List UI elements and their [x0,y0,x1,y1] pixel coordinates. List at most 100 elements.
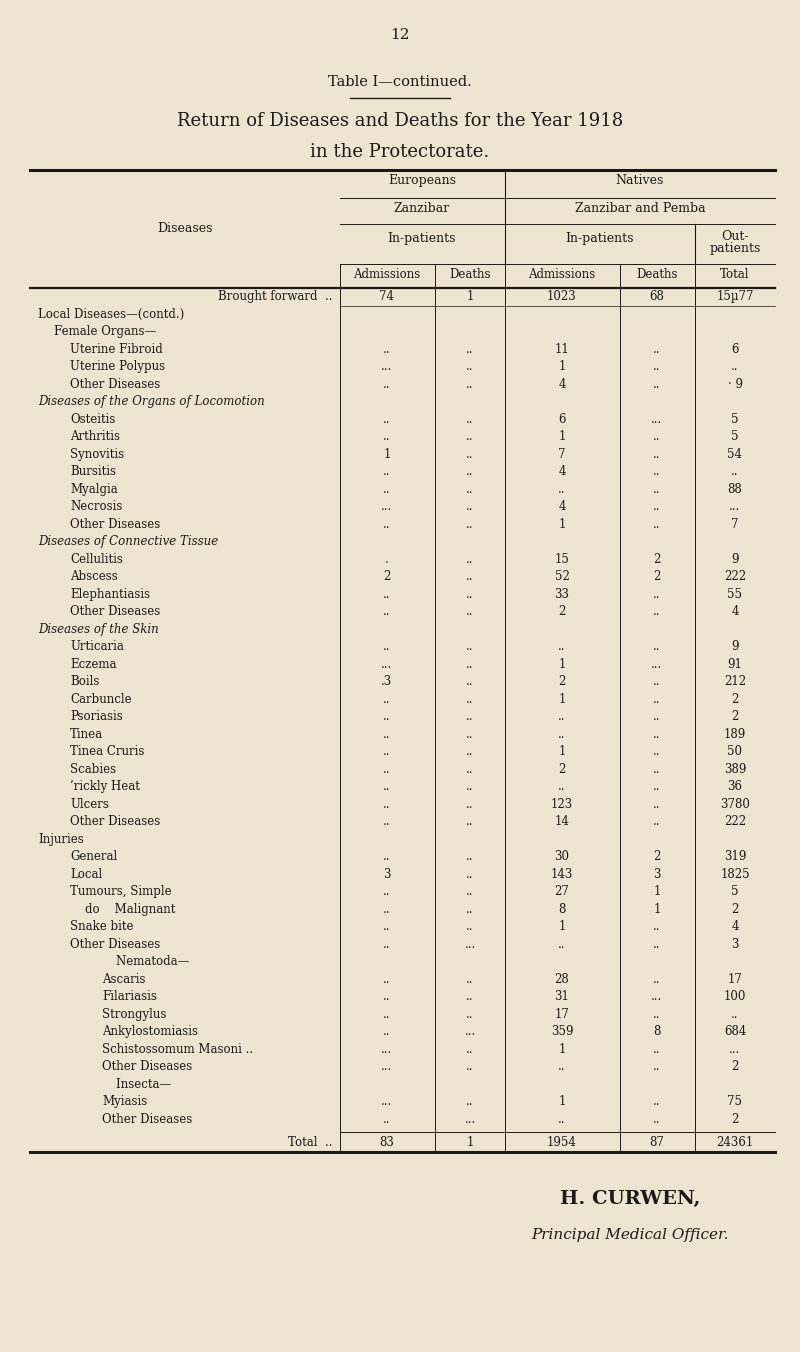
Text: ..: .. [383,798,390,811]
Text: Elephantiasis: Elephantiasis [70,588,150,600]
Text: ..: .. [466,448,474,461]
Text: ...: ... [464,938,476,950]
Text: ..: .. [654,588,661,600]
Text: 1: 1 [558,745,566,758]
Text: Eczema: Eczema [70,658,117,671]
Text: ..: .. [654,710,661,723]
Text: ..: .. [466,343,474,356]
Text: ..: .. [383,1007,390,1021]
Text: 33: 33 [554,588,570,600]
Text: ..: .. [466,606,474,618]
Text: 87: 87 [650,1136,665,1149]
Text: 143: 143 [551,868,573,880]
Text: ..: .. [383,903,390,915]
Text: 28: 28 [554,972,570,986]
Text: ..: .. [654,448,661,461]
Text: 2: 2 [558,763,566,776]
Text: Diseases of the Organs of Locomotion: Diseases of the Organs of Locomotion [38,395,265,408]
Text: 24361: 24361 [716,1136,754,1149]
Text: 27: 27 [554,886,570,898]
Text: ..: .. [383,1113,390,1126]
Text: 5: 5 [731,412,738,426]
Text: Injuries: Injuries [38,833,84,846]
Text: ..: .. [466,763,474,776]
Text: ..: .. [383,710,390,723]
Text: ..: .. [558,1060,566,1073]
Text: 4: 4 [558,377,566,391]
Text: 1: 1 [654,886,661,898]
Text: 359: 359 [550,1025,574,1038]
Text: ..: .. [466,780,474,794]
Text: 15µ77: 15µ77 [716,291,754,303]
Text: 1: 1 [558,1042,566,1056]
Text: 11: 11 [554,343,570,356]
Text: 212: 212 [724,675,746,688]
Text: ..: .. [466,658,474,671]
Text: Necrosis: Necrosis [70,500,122,514]
Text: ..: .. [383,727,390,741]
Text: ..: .. [466,675,474,688]
Text: 4: 4 [558,465,566,479]
Text: Psoriasis: Psoriasis [70,710,122,723]
Text: ’rickly Heat: ’rickly Heat [70,780,140,794]
Text: Diseases of the Skin: Diseases of the Skin [38,623,158,635]
Text: ...: ... [382,1095,393,1109]
Text: ..: .. [466,518,474,531]
Text: ..: .. [654,780,661,794]
Text: Uterine Polypus: Uterine Polypus [70,360,165,373]
Text: ...: ... [730,500,741,514]
Text: Myalgia: Myalgia [70,483,118,496]
Text: do    Malignant: do Malignant [70,903,175,915]
Text: ..: .. [466,727,474,741]
Text: 222: 222 [724,571,746,583]
Text: 1: 1 [558,658,566,671]
Text: Insecta—: Insecta— [86,1078,171,1091]
Text: Female Organs—: Female Organs— [54,326,156,338]
Text: 1: 1 [466,1136,474,1149]
Text: .: . [385,553,389,565]
Text: ..: .. [654,641,661,653]
Text: ..: .. [383,938,390,950]
Text: 31: 31 [554,990,570,1003]
Text: ..: .. [654,798,661,811]
Text: Total  ..: Total .. [287,1136,332,1149]
Text: 6: 6 [731,343,738,356]
Text: ..: .. [558,641,566,653]
Text: ..: .. [466,990,474,1003]
Text: · 9: · 9 [727,377,742,391]
Text: ..: .. [466,850,474,863]
Text: ..: .. [731,465,738,479]
Text: 2: 2 [383,571,390,583]
Text: ..: .. [654,692,661,706]
Text: ..: .. [558,710,566,723]
Text: ..: .. [383,850,390,863]
Text: 2: 2 [731,903,738,915]
Text: Arthritis: Arthritis [70,430,120,443]
Text: 1954: 1954 [547,1136,577,1149]
Text: Deaths: Deaths [636,268,678,281]
Text: Boils: Boils [70,675,99,688]
Text: ..: .. [558,483,566,496]
Text: 91: 91 [727,658,742,671]
Text: Ulcers: Ulcers [70,798,109,811]
Text: Admissions: Admissions [354,268,421,281]
Text: Other Diseases: Other Diseases [70,606,160,618]
Text: ..: .. [466,571,474,583]
Text: 8: 8 [558,903,566,915]
Text: H. CURWEN,: H. CURWEN, [560,1190,700,1207]
Text: ..: .. [558,1113,566,1126]
Text: Other Diseases: Other Diseases [70,377,160,391]
Text: ..: .. [466,886,474,898]
Text: ..: .. [466,465,474,479]
Text: ...: ... [464,1113,476,1126]
Text: ..: .. [383,483,390,496]
Text: 5: 5 [731,886,738,898]
Text: ..: .. [466,360,474,373]
Text: 83: 83 [379,1136,394,1149]
Text: 189: 189 [724,727,746,741]
Text: 9: 9 [731,553,738,565]
Text: Deaths: Deaths [450,268,490,281]
Text: 2: 2 [731,1113,738,1126]
Text: ..: .. [654,1060,661,1073]
Text: ..: .. [466,1042,474,1056]
